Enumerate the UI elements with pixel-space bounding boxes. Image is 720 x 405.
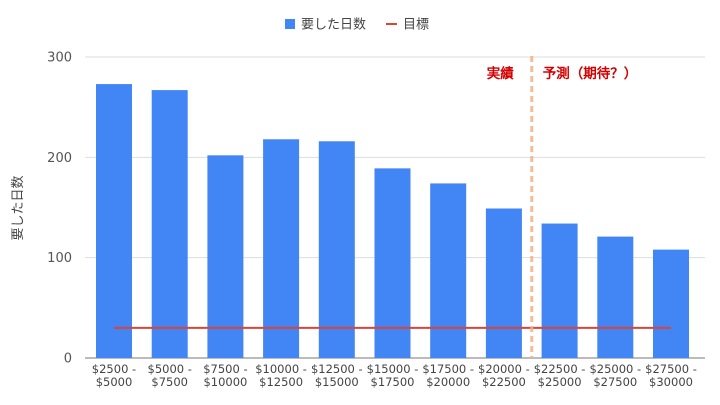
- legend-label-target: 目標: [403, 18, 429, 33]
- forecast-annotation: 予測（期待？）: [543, 65, 638, 82]
- x-tick-label: $15000: [315, 375, 359, 389]
- x-tick-label: $10000: [203, 375, 247, 389]
- bar: [485, 208, 522, 358]
- x-tick-label: $17500 -: [422, 362, 474, 376]
- x-tick-label: $2500 -: [92, 362, 136, 376]
- y-tick-label: 200: [47, 151, 72, 166]
- y-tick-label: 300: [47, 51, 72, 66]
- x-tick-label: $10000 -: [255, 362, 307, 376]
- legend-label-bars: 要した日数: [301, 18, 366, 33]
- x-tick-label: $27500: [593, 375, 637, 389]
- x-tick-label: $27500 -: [645, 362, 697, 376]
- x-tick-label: $12500: [259, 375, 303, 389]
- x-tick-label: $5000 -: [148, 362, 192, 376]
- bar: [653, 249, 689, 358]
- x-tick-label: $17500: [371, 375, 415, 389]
- bar: [597, 236, 634, 358]
- legend-swatch-bars: [285, 19, 295, 29]
- x-tick-label: $22500: [482, 375, 526, 389]
- y-tick-label: 0: [64, 352, 72, 367]
- x-tick-label: $7500: [151, 375, 188, 389]
- x-tick-label: $30000: [649, 375, 693, 389]
- bar: [151, 90, 188, 359]
- bar: [263, 139, 300, 358]
- x-tick-label: $5000: [96, 375, 133, 389]
- x-tick-label: $12500 -: [311, 362, 363, 376]
- x-tick-label: $20000: [426, 375, 470, 389]
- y-axis-title: 要した日数: [11, 175, 26, 240]
- bar: [96, 84, 132, 358]
- x-tick-label: $20000 -: [478, 362, 530, 376]
- x-tick-label: $7500 -: [203, 362, 247, 376]
- x-tick-label: $25000: [538, 375, 582, 389]
- y-tick-label: 100: [47, 251, 72, 266]
- bar: [430, 183, 467, 358]
- bar: [541, 223, 578, 358]
- x-tick-label: $15000 -: [367, 362, 419, 376]
- actual-annotation: 実績: [487, 65, 515, 82]
- bar: [374, 168, 411, 358]
- bar: [207, 155, 244, 358]
- x-tick-label: $22500 -: [534, 362, 586, 376]
- bar: [318, 141, 355, 358]
- x-tick-label: $25000 -: [589, 362, 641, 376]
